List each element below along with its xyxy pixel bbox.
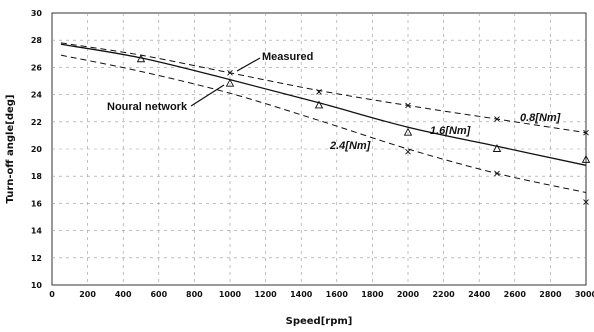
annotation-measured-pointer	[236, 57, 261, 72]
x-tick-label: 200	[79, 290, 96, 299]
y-tick-label: 18	[31, 172, 43, 181]
x-axis-label: Speed[rpm]	[286, 316, 353, 327]
measured-point-x	[583, 199, 589, 205]
y-tick-label: 10	[31, 281, 43, 290]
measured-point-triangle	[225, 78, 235, 87]
y-tick-label: 20	[31, 145, 43, 154]
y-tick-label: 12	[31, 254, 42, 263]
x-tick-label: 2400	[468, 290, 491, 299]
x-tick-label: 1400	[290, 290, 313, 299]
measured-point-x	[316, 89, 322, 95]
measured-point-x	[494, 116, 500, 122]
grid	[52, 13, 586, 285]
measured-point-triangle	[314, 100, 324, 109]
x-tick-label: 1600	[326, 290, 349, 299]
measured-point-triangle	[492, 144, 502, 152]
x-tick-label: 1200	[254, 290, 277, 299]
x-tick-label: 2600	[504, 290, 527, 299]
x-tick-label: 0	[49, 290, 55, 299]
measured-point-triangle	[136, 54, 146, 63]
y-tick-label: 28	[31, 36, 43, 45]
measured-point-triangle	[581, 154, 591, 163]
y-tick-labels: 10 12 14 16 18 20 22 24 26 28 30	[31, 9, 43, 290]
annotation-neural-pointer	[190, 84, 225, 107]
annotation-measured: Measured	[262, 51, 313, 63]
label-series-2-4: 2.4[Nm]	[329, 140, 371, 152]
measured-point-x	[494, 170, 500, 177]
y-tick-label: 22	[31, 118, 42, 127]
x-tick-label: 600	[150, 290, 167, 299]
x-tick-label: 3000	[575, 290, 594, 299]
measured-point-x	[227, 70, 233, 76]
measured-point-x	[405, 148, 411, 155]
x-tick-label: 2000	[397, 290, 420, 299]
x-tick-labels: 0 200 400 600 800 1000 1200 1400 1600 1800 2000 220…	[49, 290, 594, 299]
y-tick-label: 30	[31, 9, 43, 18]
y-tick-label: 24	[31, 91, 43, 100]
label-series-1-6: 1.6[Nm]	[430, 125, 471, 137]
x-tick-label: 400	[115, 290, 132, 299]
series-line-1	[60, 43, 587, 166]
x-tick-label: 2800	[539, 290, 562, 299]
x-tick-label: 1000	[219, 290, 242, 299]
measured-markers	[136, 54, 591, 205]
annotation-neural-network: Noural network	[107, 101, 188, 113]
y-axis-label: Turn-off angle[deg]	[5, 95, 16, 204]
y-tick-label: 26	[31, 63, 43, 72]
x-tick-label: 1800	[361, 290, 384, 299]
x-tick-label: 800	[186, 290, 203, 299]
measured-point-triangle	[403, 127, 413, 136]
y-tick-label: 16	[31, 199, 43, 208]
label-series-0-8: 0.8[Nm]	[520, 112, 561, 124]
y-tick-label: 14	[31, 227, 43, 236]
x-tick-label: 2200	[432, 290, 455, 299]
measured-point-x	[405, 102, 411, 109]
measured-point-x	[583, 129, 589, 136]
